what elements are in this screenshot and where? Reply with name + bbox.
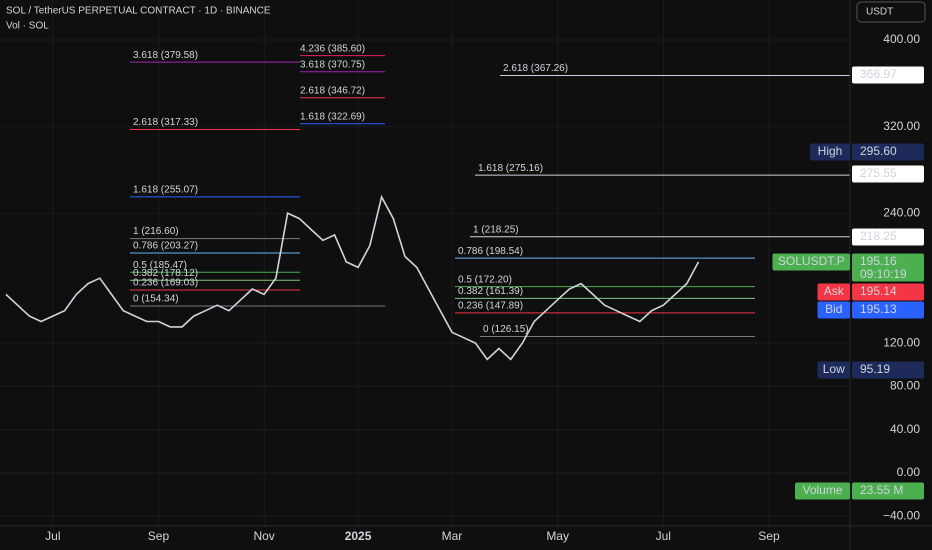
- fib-label: 0.236 (169.03): [133, 278, 198, 289]
- y-tick-label: −40.00: [883, 508, 920, 522]
- price-tag: [852, 253, 924, 282]
- y-tick-label: 400.00: [883, 32, 920, 46]
- y-tick-label: 120.00: [883, 335, 920, 349]
- x-tick-label: Nov: [253, 529, 274, 543]
- fib-label: 2.618 (317.33): [133, 117, 198, 128]
- price-tag-label-box: [795, 482, 850, 500]
- price-tag-value: 295.60: [860, 144, 897, 158]
- price-tag-value: 195.13: [860, 302, 897, 316]
- price-tag-value: 366.97: [860, 67, 897, 81]
- fib-label: 3.618 (370.75): [300, 59, 365, 70]
- price-tag: [852, 66, 924, 84]
- x-tick-label: Mar: [442, 529, 463, 543]
- price-tag-label: Low: [823, 362, 845, 376]
- fib-label: 0.236 (147.89): [458, 301, 523, 312]
- x-tick-label: Jul: [45, 529, 60, 543]
- fib-label: 2.618 (367.26): [503, 63, 568, 74]
- y-tick-label: 240.00: [883, 205, 920, 219]
- price-tag-value: 275.55: [860, 166, 897, 180]
- plot: 3.618 (379.58) 2.618 (317.33) 1.618 (255.0…: [5, 43, 850, 361]
- fib-label: 1 (218.25): [473, 224, 519, 235]
- x-tick-label: Jul: [656, 529, 671, 543]
- countdown: 09:10:19: [860, 267, 907, 281]
- price-tag: [852, 482, 924, 500]
- y-tick-label: 320.00: [883, 119, 920, 133]
- fib-label: 0 (154.34): [133, 294, 179, 305]
- fib-label: 0.5 (185.47): [133, 260, 187, 271]
- price-tag-label-box: [817, 301, 850, 319]
- price-tag-label: Ask: [824, 284, 845, 298]
- price-tag-label-box: [810, 143, 850, 161]
- price-tag: [852, 165, 924, 183]
- currency-label[interactable]: USDT: [866, 7, 893, 18]
- x-tick-label: Sep: [758, 529, 780, 543]
- x-tick-label: May: [546, 529, 569, 543]
- fib-label: 0.382 (161.39): [458, 286, 523, 297]
- fib-label: 0 (126.15): [483, 324, 529, 335]
- price-tag-label: High: [818, 144, 843, 158]
- fib-label: 1.618 (275.16): [478, 163, 543, 174]
- price-tag-value: 23.55 M: [860, 483, 903, 497]
- price-tag-label-box: [817, 283, 850, 301]
- price-tag-label-box: [817, 361, 850, 379]
- price-tag-value: 95.19: [860, 362, 890, 376]
- x-tick-label: Sep: [148, 529, 170, 543]
- grid: [0, 0, 850, 526]
- price-tag-label-box: [772, 253, 850, 271]
- price-tag-label: Bid: [825, 302, 842, 316]
- fib-label: 0.786 (203.27): [133, 241, 198, 252]
- price-tag: [852, 228, 924, 246]
- fib-label: 1.618 (322.69): [300, 111, 365, 122]
- fib-label: 1 (216.60): [133, 226, 179, 237]
- fib-label: 0.5 (172.20): [458, 274, 512, 285]
- y-tick-label: 40.00: [890, 422, 920, 436]
- y-tick-label: 80.00: [890, 379, 920, 393]
- price-tag: [852, 361, 924, 379]
- x-tick-label: 2025: [345, 529, 372, 543]
- fib-label: 1.618 (255.07): [133, 185, 198, 196]
- fib-label: 0.382 (178.12): [133, 268, 198, 279]
- price-tag-value: 195.14: [860, 284, 897, 298]
- fib-label: 0.786 (198.54): [458, 246, 523, 257]
- price-tag-label: Volume: [802, 483, 842, 497]
- price-tag-value: 195.16: [860, 254, 897, 268]
- price-tag: [852, 301, 924, 319]
- price-tag: [852, 283, 924, 301]
- price-line: [5, 194, 700, 361]
- fib-label: 2.618 (346.72): [300, 85, 365, 96]
- fib-label: 3.618 (379.58): [133, 50, 198, 61]
- price-tag-value: 218.25: [860, 229, 897, 243]
- price-tags: 366.97 295.60 High 275.55 218.25 195.1609:10:…: [772, 66, 924, 500]
- price-tag: [852, 143, 924, 161]
- y-tick-label: 0.00: [897, 465, 921, 479]
- fib-label: 4.236 (385.60): [300, 43, 365, 54]
- price-tag-label: SOLUSDT.P: [778, 254, 845, 268]
- chart-title: SOL / TetherUS PERPETUAL CONTRACT · 1D ·…: [6, 6, 271, 17]
- currency-button[interactable]: [856, 1, 926, 23]
- chart-subtitle: Vol · SOL: [6, 21, 49, 32]
